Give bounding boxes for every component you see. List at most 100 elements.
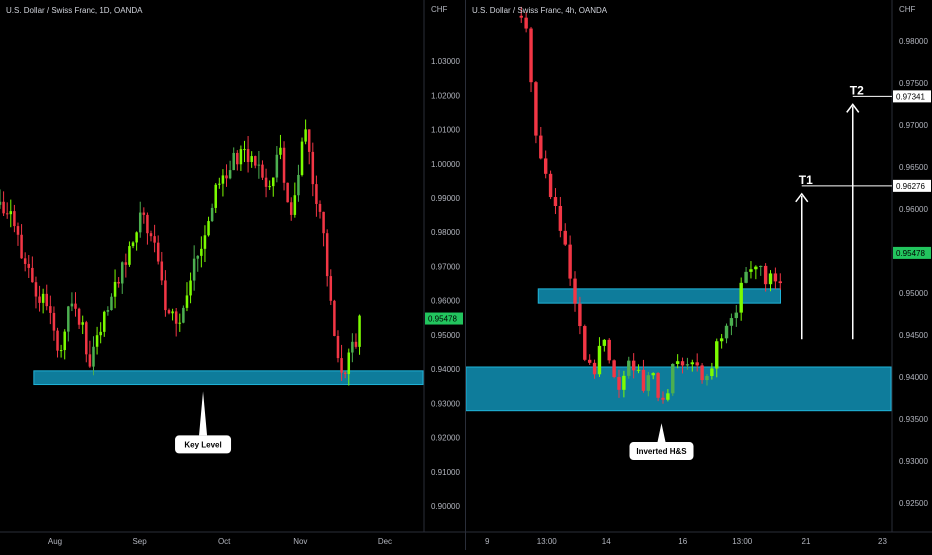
price-tick-label: 0.91000 xyxy=(431,468,460,477)
target-price-badge xyxy=(893,90,931,103)
candle-body xyxy=(254,156,257,166)
target-label: T1 xyxy=(799,173,813,187)
candle-body xyxy=(719,338,724,342)
callout-pointer xyxy=(657,423,666,443)
candle-body xyxy=(286,182,289,203)
candle-body xyxy=(135,232,138,243)
candle-body xyxy=(257,164,261,166)
candle-body xyxy=(759,265,763,267)
price-tick-label: 0.94000 xyxy=(899,373,928,382)
target-label: T2 xyxy=(850,83,864,97)
price-tick-label: 0.95000 xyxy=(431,331,460,340)
candle-body xyxy=(763,265,768,285)
candle-body xyxy=(534,82,538,136)
candle-body xyxy=(63,331,66,351)
candle-body xyxy=(110,296,113,311)
candle-body xyxy=(9,211,13,215)
candle-body xyxy=(131,242,135,247)
daily-chart-panel[interactable]: U.S. Dollar / Swiss Franc, 1D, OANDA CHF… xyxy=(0,0,465,550)
candle-body xyxy=(16,226,20,235)
candle-body xyxy=(23,258,27,264)
time-tick-label: Oct xyxy=(218,537,231,546)
candle-body xyxy=(322,211,325,234)
candle-body xyxy=(236,152,239,165)
time-tick-label: Sep xyxy=(132,537,147,546)
target-price-badge xyxy=(893,179,931,192)
candle-body xyxy=(641,369,646,391)
candle-body xyxy=(45,293,48,307)
candle-body xyxy=(171,311,174,314)
price-tick-label: 0.92500 xyxy=(899,499,928,508)
candle-body xyxy=(99,331,102,336)
candle-body xyxy=(207,221,210,236)
candle-body xyxy=(167,310,171,314)
candle-body xyxy=(13,211,16,227)
candle-body xyxy=(178,322,182,324)
candle-body xyxy=(656,373,660,398)
candle-body xyxy=(27,263,31,268)
candle-body xyxy=(304,129,307,142)
candle-body xyxy=(59,350,63,352)
candle-body xyxy=(261,164,264,178)
price-tick-label: 1.01000 xyxy=(431,126,460,135)
callout-box xyxy=(175,435,232,454)
callout-label: Inverted H&S xyxy=(636,447,687,456)
candle-body xyxy=(95,335,99,347)
candle-body xyxy=(705,376,709,381)
candle-body xyxy=(185,295,189,308)
candle-body xyxy=(583,326,587,360)
candle-body xyxy=(0,201,2,205)
candle-body xyxy=(646,375,651,391)
chart-title: U.S. Dollar / Swiss Franc, 1D, OANDA xyxy=(6,6,143,15)
four-hour-chart-panel[interactable]: U.S. Dollar / Swiss Franc, 4h, OANDA CHF… xyxy=(465,0,932,550)
candle-body xyxy=(768,273,773,285)
candle-body xyxy=(52,312,56,331)
candle-body xyxy=(592,362,597,375)
price-tick-label: 0.93000 xyxy=(431,399,460,408)
target-price-label: 0.97341 xyxy=(896,92,925,101)
candle-body xyxy=(120,262,124,284)
candle-body xyxy=(612,360,616,378)
time-tick-label: Aug xyxy=(48,537,62,546)
price-tick-label: 0.98000 xyxy=(431,228,460,237)
current-price-label: 0.95478 xyxy=(428,315,457,324)
candle-body xyxy=(218,183,221,185)
candle-body xyxy=(34,282,38,297)
candle-body xyxy=(203,235,207,249)
candle-body xyxy=(56,330,59,351)
daily-chart-svg[interactable]: CHF 1.03000 1.02000 1.01000 1.00000 0.99000 0.… xyxy=(0,0,465,550)
candle-body xyxy=(5,213,9,215)
candle-body xyxy=(160,261,164,281)
candle-body xyxy=(225,175,228,179)
price-tick-label: 0.97000 xyxy=(431,262,460,271)
target-price-label: 0.96276 xyxy=(896,182,925,191)
candle-body xyxy=(174,311,178,324)
candle-body xyxy=(92,346,95,367)
candle-body xyxy=(275,154,279,178)
candle-body xyxy=(31,267,34,283)
price-tick-label: 0.95000 xyxy=(899,289,928,298)
candle-body xyxy=(627,360,631,376)
candle-body xyxy=(106,310,110,312)
candle-body xyxy=(671,363,675,394)
time-tick-label: Nov xyxy=(293,537,307,546)
resistance-zone xyxy=(537,288,781,304)
candle-body xyxy=(200,248,203,256)
time-tick-label: 13:00 xyxy=(732,537,753,546)
price-tick-label: 0.94000 xyxy=(431,365,460,374)
candle-body xyxy=(124,262,128,265)
candle-body xyxy=(192,258,196,281)
candle-body xyxy=(311,151,315,185)
price-tick-label: 0.96500 xyxy=(899,163,928,172)
candle-body xyxy=(268,186,271,188)
candle-body xyxy=(325,233,329,277)
callout-pointer xyxy=(199,391,208,436)
candle-body xyxy=(329,276,333,301)
four-hour-chart-svg[interactable]: CHF 0.98000 0.97500 0.97000 0.96500 0.96000 0.… xyxy=(465,0,932,550)
candle-body xyxy=(573,278,577,304)
candle-body xyxy=(289,202,293,215)
candle-body xyxy=(347,352,351,375)
candle-body xyxy=(149,233,153,237)
price-tick-label: 0.93000 xyxy=(899,457,928,466)
candle-body xyxy=(354,341,358,347)
